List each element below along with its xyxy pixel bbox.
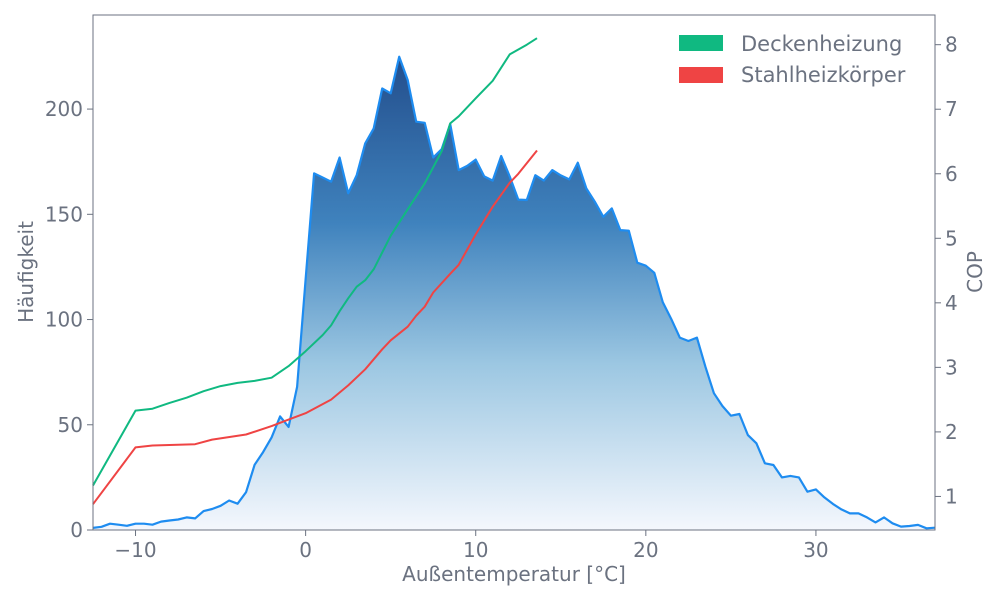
- y-right-tick-label: 5: [945, 226, 958, 250]
- x-tick-label: 20: [633, 538, 658, 562]
- y-right-tick-label: 3: [945, 355, 958, 379]
- legend-label-stahlheizkoerper: Stahlheizkörper: [741, 63, 906, 87]
- y-axis-left: 0 50 100 150 200: [45, 97, 93, 542]
- plot-frame: [92, 14, 936, 531]
- series-line-stahlheizkörper: [92, 149, 538, 505]
- legend-swatch-deckenheizung: [679, 35, 723, 51]
- x-axis: −10 0 10 20 30: [114, 530, 829, 562]
- x-tick-label: 0: [299, 538, 312, 562]
- y-axis-left-label: Häufigkeit: [14, 221, 38, 323]
- plot-area: [92, 37, 936, 530]
- legend-label-deckenheizung: Deckenheizung: [741, 32, 902, 56]
- y-left-tick-label: 0: [70, 518, 83, 542]
- y-left-tick-label: 50: [58, 413, 83, 437]
- y-axis-right: 1 2 3 4 5 6 7 8: [935, 33, 958, 508]
- y-right-tick-label: 2: [945, 420, 958, 444]
- y-right-tick-label: 7: [945, 97, 958, 121]
- legend-swatch-stahlheizkoerper: [679, 67, 723, 83]
- y-axis-right-label: COP: [963, 251, 987, 293]
- y-right-tick-label: 1: [945, 484, 958, 508]
- x-tick-label: 10: [463, 538, 488, 562]
- x-axis-label: Außentemperatur [°C]: [402, 562, 626, 586]
- y-right-tick-label: 6: [945, 162, 958, 186]
- y-left-tick-label: 150: [45, 202, 83, 226]
- histogram-area: [93, 56, 935, 530]
- legend: Deckenheizung Stahlheizkörper: [679, 32, 906, 87]
- y-left-tick-label: 200: [45, 97, 83, 121]
- y-left-tick-label: 100: [45, 308, 83, 332]
- y-right-tick-label: 4: [945, 291, 958, 315]
- x-tick-label: −10: [114, 538, 156, 562]
- series-line-deckenheizung: [92, 37, 538, 486]
- x-tick-label: 30: [803, 538, 828, 562]
- histogram-line: [92, 55, 936, 530]
- y-right-tick-label: 8: [945, 33, 958, 57]
